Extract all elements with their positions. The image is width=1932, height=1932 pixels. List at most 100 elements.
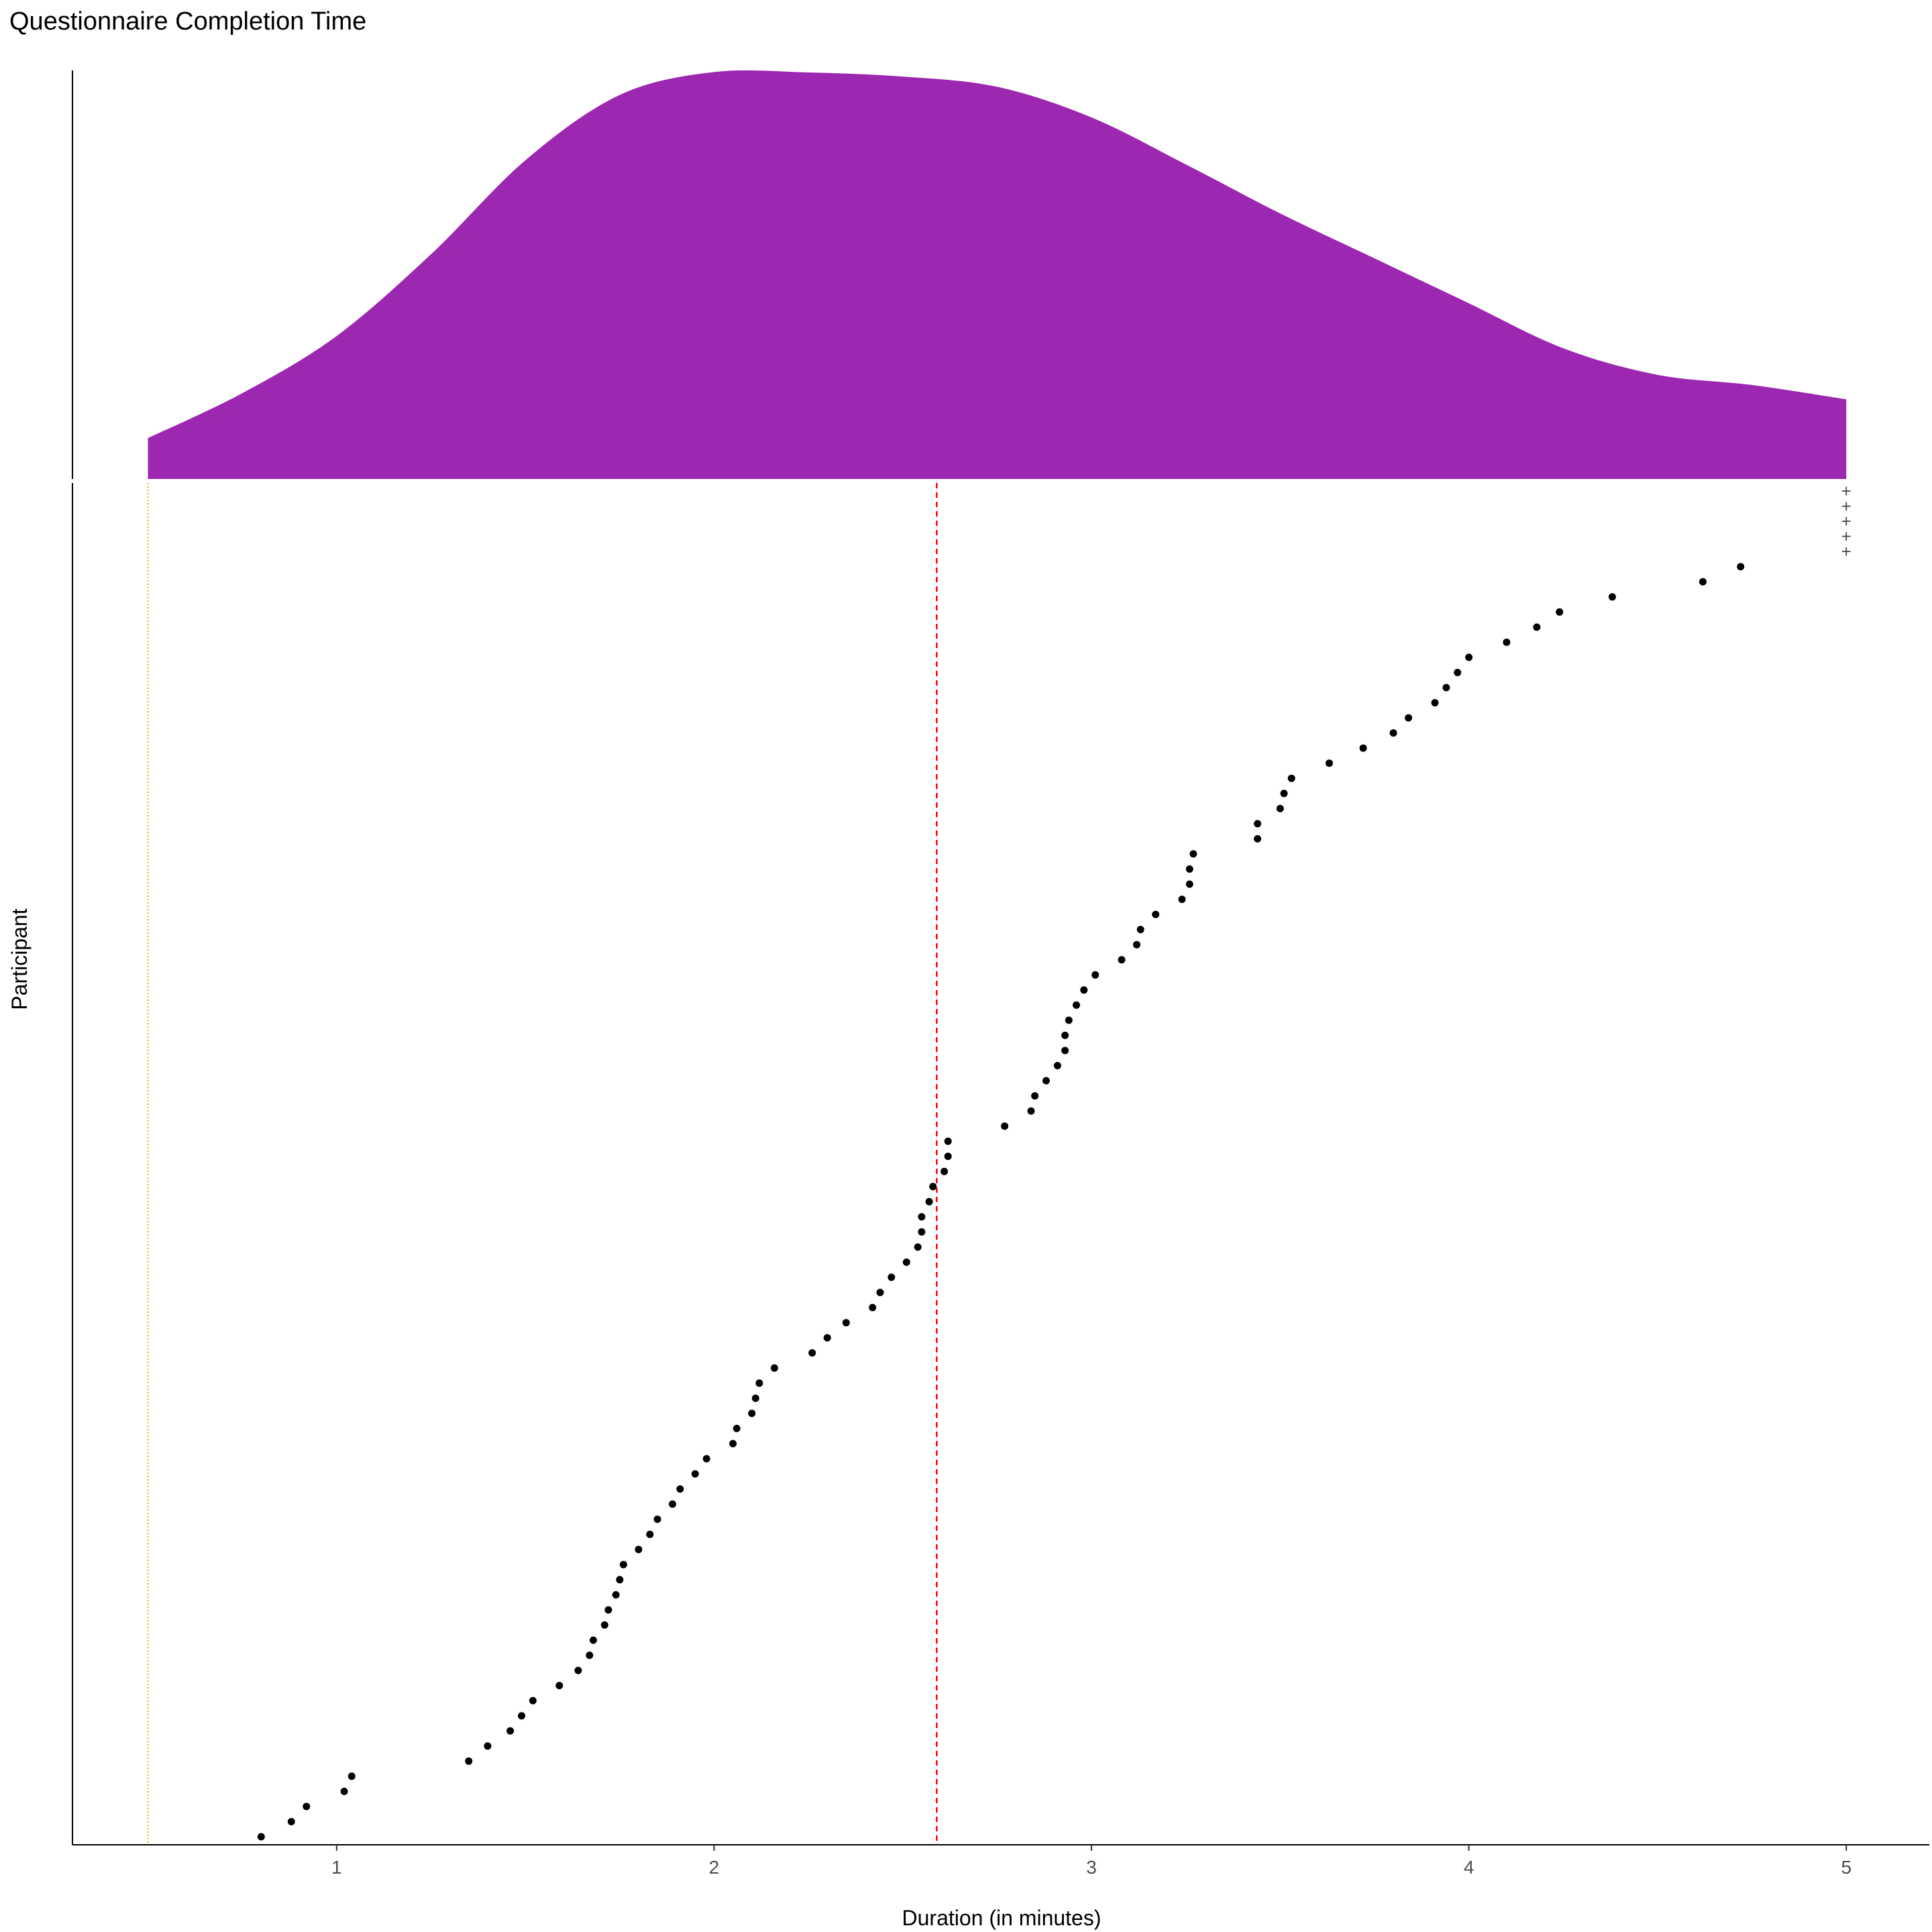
- data-point: [303, 1803, 311, 1811]
- chart-title: Questionnaire Completion Time: [9, 7, 366, 36]
- data-point: [925, 1197, 933, 1205]
- data-point: [1737, 563, 1745, 571]
- x-tick-label: 4: [1464, 1857, 1474, 1878]
- data-point: [1405, 714, 1413, 722]
- data-point: [1061, 1031, 1069, 1039]
- data-point: [287, 1818, 295, 1825]
- data-point: [506, 1727, 515, 1735]
- data-point: [1189, 850, 1197, 858]
- data-point: [1073, 1001, 1080, 1009]
- data-point: [1152, 910, 1160, 918]
- x-tick-label: 3: [1086, 1857, 1097, 1878]
- data-point: [612, 1591, 620, 1599]
- data-point: [1031, 1092, 1039, 1100]
- density-area: [148, 70, 1847, 479]
- data-point: [918, 1213, 926, 1221]
- data-point: [1389, 729, 1397, 737]
- data-point: [1053, 1062, 1061, 1069]
- censored-point: +: [1841, 511, 1851, 531]
- data-point: [888, 1273, 896, 1281]
- data-point: [1061, 1046, 1069, 1055]
- data-point: [808, 1349, 816, 1357]
- data-point: [929, 1183, 937, 1191]
- data-point: [1091, 971, 1099, 979]
- y-axis-label: Participant: [7, 908, 32, 1010]
- data-point: [876, 1289, 884, 1297]
- censored-point: +: [1841, 527, 1851, 547]
- data-point: [1503, 638, 1511, 646]
- data-point: [1254, 820, 1262, 828]
- data-point: [518, 1712, 525, 1720]
- data-point: [589, 1636, 597, 1644]
- data-point: [1133, 941, 1140, 949]
- data-point: [691, 1470, 699, 1478]
- data-point: [729, 1440, 737, 1448]
- data-point: [1608, 593, 1616, 601]
- data-point: [646, 1530, 654, 1538]
- data-point: [669, 1500, 676, 1508]
- data-point: [635, 1546, 643, 1554]
- scatter-panel: +++++: [72, 481, 1851, 1845]
- data-point: [1533, 623, 1541, 631]
- data-point: [944, 1152, 952, 1161]
- data-point: [869, 1303, 877, 1311]
- data-point: [1185, 865, 1193, 873]
- data-point: [941, 1167, 949, 1175]
- data-point: [574, 1666, 582, 1674]
- data-point: [733, 1424, 741, 1432]
- data-point: [1442, 684, 1450, 692]
- x-tick-label: 2: [709, 1857, 720, 1878]
- data-point: [1465, 653, 1473, 661]
- data-point: [676, 1485, 684, 1493]
- data-point: [1185, 880, 1193, 888]
- data-point: [918, 1228, 926, 1236]
- data-point: [823, 1334, 831, 1342]
- x-axis-label: Duration (in minutes): [902, 1906, 1102, 1930]
- data-point: [1136, 926, 1144, 934]
- data-point: [1065, 1016, 1073, 1024]
- data-point: [755, 1379, 763, 1387]
- data-point: [702, 1455, 710, 1462]
- data-point: [751, 1394, 759, 1402]
- data-point: [347, 1772, 356, 1780]
- data-point: [616, 1576, 624, 1584]
- data-point: [465, 1757, 473, 1765]
- data-point: [586, 1652, 594, 1659]
- data-point: [1699, 578, 1707, 586]
- data-point: [529, 1697, 537, 1705]
- data-point: [1454, 669, 1462, 676]
- data-point: [257, 1833, 265, 1841]
- data-point: [1178, 896, 1186, 904]
- x-axis: 1 2 3 4 5: [72, 1844, 1929, 1878]
- data-point: [1287, 774, 1295, 782]
- data-point: [555, 1682, 564, 1690]
- data-point: [1080, 986, 1088, 994]
- data-point: [1359, 744, 1367, 752]
- data-point: [653, 1515, 661, 1523]
- data-point: [842, 1319, 850, 1327]
- data-point: [1042, 1077, 1050, 1085]
- censored-point: +: [1841, 481, 1851, 501]
- data-point: [1027, 1107, 1035, 1115]
- data-point: [770, 1364, 778, 1372]
- data-point: [1276, 804, 1284, 812]
- data-point: [484, 1742, 492, 1750]
- data-point: [1431, 699, 1439, 707]
- data-point: [1118, 956, 1126, 964]
- data-point: [944, 1137, 952, 1145]
- data-point: [340, 1787, 348, 1795]
- x-tick-label: 1: [331, 1857, 342, 1878]
- data-point: [619, 1560, 627, 1568]
- data-point: [1001, 1122, 1009, 1130]
- censored-point: +: [1841, 541, 1851, 561]
- data-point: [1254, 835, 1262, 843]
- x-tick-label: 5: [1841, 1857, 1851, 1878]
- data-point: [902, 1258, 910, 1266]
- data-point: [1280, 790, 1288, 798]
- censored-point: +: [1841, 496, 1851, 517]
- data-point: [1556, 608, 1564, 616]
- data-point: [914, 1243, 922, 1251]
- data-point: [748, 1409, 756, 1417]
- data-point: [1326, 759, 1333, 767]
